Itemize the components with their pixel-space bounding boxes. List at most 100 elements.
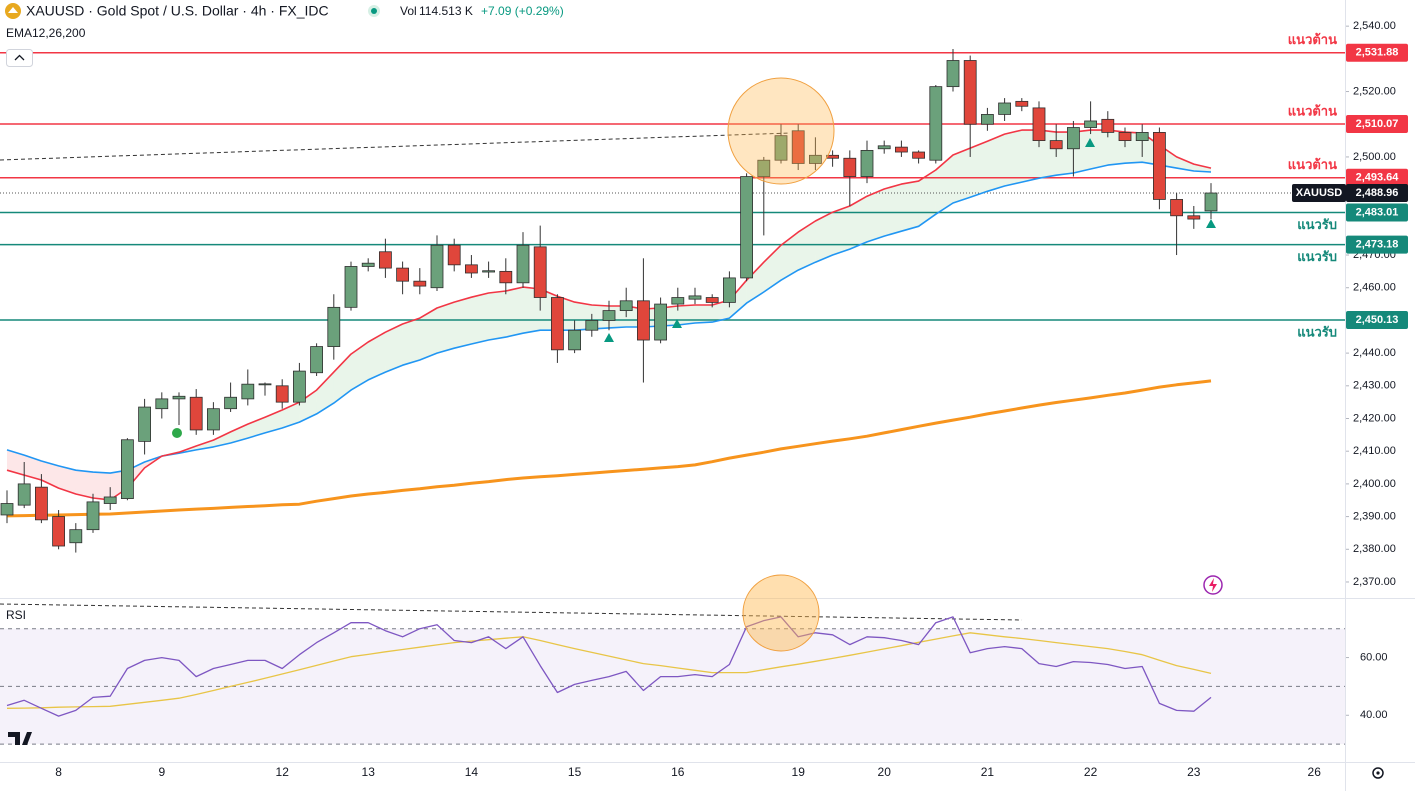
candle-body: [963, 60, 977, 125]
front-layer: 8 9 12 13 14 15 16 19 20 21 22 23 26 แนวต้าน 2,531.88 แ…: [55, 32, 1408, 779]
rsi-line: [6, 616, 1212, 717]
candle-body: [482, 270, 496, 273]
ema-cloud: [832, 206, 850, 255]
candle-body: [1032, 107, 1046, 141]
candle-body: [1101, 118, 1115, 133]
y-tick-label: 2,460.00: [1353, 282, 1396, 294]
candle-body: [619, 300, 633, 312]
symbol-icon-glyph: [8, 7, 18, 13]
ema-cloud: [884, 184, 902, 237]
x-tick-label: 13: [362, 765, 376, 779]
candle-body: [52, 516, 65, 547]
candle-body: [35, 486, 48, 521]
ema-cloud: [471, 293, 489, 344]
candle-body: [1118, 132, 1132, 141]
level-name: แนวต้าน: [1288, 103, 1337, 118]
main-layer: [0, 49, 1345, 717]
x-tick-label: 19: [792, 765, 806, 779]
candle-body: [1135, 132, 1149, 141]
candle-body: [499, 270, 513, 284]
candle-body: [688, 295, 702, 300]
candle-body: [826, 154, 839, 159]
level-price-tag: [1346, 43, 1408, 62]
y-tick-label: 2,440.00: [1353, 347, 1396, 359]
rsi-trend-line: [0, 603, 1023, 621]
candle-body: [654, 303, 667, 341]
level-price-tag: [1346, 168, 1408, 187]
candle-body: [585, 320, 599, 331]
level-price-label: 2,493.64: [1356, 172, 1400, 184]
candle-body: [292, 370, 306, 403]
candle-body: [602, 310, 616, 321]
candle-body: [1067, 127, 1080, 150]
ema-cloud: [368, 332, 386, 380]
ema-cloud: [454, 297, 472, 349]
ema-cloud: [488, 291, 506, 340]
candle-body: [551, 297, 564, 351]
x-tick-label: 20: [878, 765, 892, 779]
candle-body: [430, 244, 444, 289]
highlight-circle: [742, 574, 820, 652]
candle-body: [189, 396, 203, 431]
volume-label: Vol: [400, 4, 417, 18]
ema-cloud: [953, 148, 971, 203]
ema-cloud: [901, 181, 919, 232]
candle-body: [774, 135, 788, 161]
candle-body: [361, 262, 375, 267]
candle-body: [533, 246, 547, 298]
candle-body: [946, 60, 960, 88]
candle-body: [1204, 192, 1218, 212]
ema-cloud: [316, 372, 334, 414]
candle-body: [757, 159, 771, 177]
signal-marker: [1206, 219, 1216, 228]
candle-body: [275, 385, 289, 403]
level-price-tag: [1346, 310, 1408, 329]
x-tick-label: 23: [1187, 765, 1201, 779]
ema-cloud: [987, 134, 1005, 192]
level-price-tag: [1346, 115, 1408, 134]
highlight-circle: [727, 77, 835, 185]
back-layer: 2,540.002,520.002,500.002,470.002,460.00…: [0, 20, 1396, 745]
ema-cloud: [970, 141, 988, 198]
volume-value: 114.513 K: [419, 4, 473, 18]
y-tick-label: 2,410.00: [1353, 445, 1396, 457]
settings-icon[interactable]: [1372, 767, 1384, 779]
level-price-tag: [1346, 203, 1408, 222]
level-price-label: 2,450.13: [1356, 314, 1399, 326]
candle-body: [1170, 199, 1183, 217]
candle-body: [895, 146, 908, 153]
candle-body: [723, 277, 736, 303]
candle-body: [809, 154, 822, 164]
candle-body: [344, 266, 358, 308]
candle-body: [568, 329, 581, 351]
ema-cloud: [1090, 130, 1108, 169]
ema-cloud: [299, 390, 317, 423]
level-name: แนวต้าน: [1288, 32, 1337, 47]
signal-marker: [672, 319, 682, 328]
candle-body: [121, 439, 134, 500]
ema-cloud: [58, 465, 76, 494]
candle-body: [912, 151, 925, 159]
y-tick-label: 2,430.00: [1353, 380, 1396, 392]
ema-cloud: [24, 455, 42, 480]
y-tick-label: 2,540.00: [1353, 20, 1396, 32]
y-tick-label: 2,400.00: [1353, 478, 1396, 490]
ema-cloud: [695, 305, 713, 323]
indicator-label: EMA12,26,200: [6, 26, 86, 40]
candle-body: [740, 176, 753, 279]
ema-cloud: [849, 196, 867, 250]
level-price-label: 2,531.88: [1356, 47, 1399, 59]
candle-body: [929, 86, 943, 161]
candle-body: [860, 149, 874, 177]
candle-body: [1015, 100, 1029, 107]
ema-cloud: [523, 287, 541, 334]
level-name: แนวต้าน: [1288, 157, 1337, 172]
candle-body: [241, 383, 255, 400]
x-tick-label: 22: [1084, 765, 1098, 779]
candle-body: [155, 398, 169, 410]
collapse-button[interactable]: [6, 49, 33, 67]
x-tick-label: 15: [568, 765, 582, 779]
x-tick-label: 9: [158, 765, 165, 779]
candle-body: [516, 244, 530, 284]
